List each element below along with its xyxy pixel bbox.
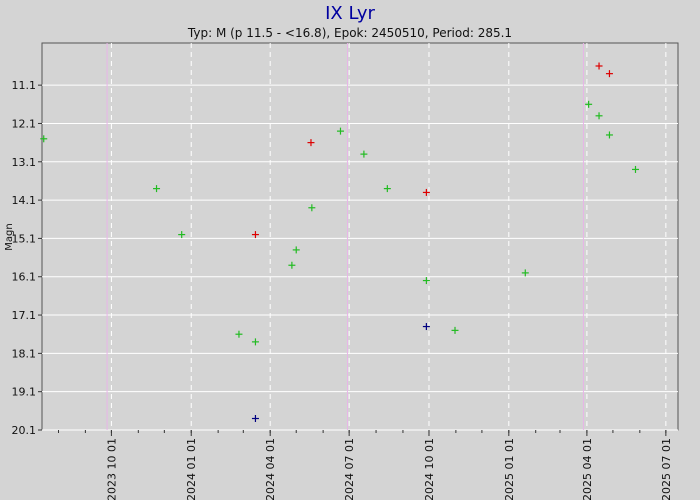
- data-point-green: [308, 204, 316, 212]
- y-tick-label: 20.1: [12, 424, 37, 437]
- data-point-red: [422, 188, 430, 196]
- y-tick-label: 17.1: [12, 309, 37, 322]
- x-tick-label: 2024 10 01: [423, 438, 436, 500]
- data-point-green: [383, 185, 391, 193]
- data-point-green: [251, 338, 259, 346]
- data-point-green: [153, 185, 161, 193]
- data-point-green: [631, 165, 639, 173]
- y-tick-label: 13.1: [12, 156, 37, 169]
- data-point-blue: [422, 323, 430, 331]
- data-point-green: [336, 127, 344, 135]
- data-point-green: [422, 277, 430, 285]
- y-tick-label: 16.1: [12, 271, 37, 284]
- data-point-green: [360, 150, 368, 158]
- data-point-layer: [40, 62, 639, 423]
- data-point-green: [288, 261, 296, 269]
- tick-layer: 11.1 12.1 13.1 14.1 15.1 16.1 17.1 18.1 19.1 20.1…: [12, 79, 673, 500]
- data-point-green: [178, 231, 186, 239]
- data-point-red: [595, 62, 603, 70]
- data-point-green: [605, 131, 613, 139]
- plot-area: [41, 42, 679, 431]
- y-tick-label: 19.1: [12, 386, 37, 399]
- x-tick-label: 2025 01 01: [503, 438, 516, 500]
- data-point-blue: [251, 415, 259, 423]
- data-point-green: [235, 330, 243, 338]
- period-marker-layer: [106, 43, 584, 430]
- x-tick-label: 2024 07 01: [343, 438, 356, 500]
- y-tick-label: 14.1: [12, 194, 37, 207]
- x-tick-label: 2024 01 01: [185, 438, 198, 500]
- x-tick-label: 2025 07 01: [660, 438, 673, 500]
- y-axis-label: Magn: [4, 223, 15, 250]
- data-point-green: [451, 326, 459, 334]
- x-tick-label: 2025 04 01: [581, 438, 594, 500]
- x-tick-label: 2024 04 01: [264, 438, 277, 500]
- data-point-green: [521, 269, 529, 277]
- y-tick-label: 11.1: [12, 79, 37, 92]
- data-point-red: [251, 231, 259, 239]
- grid-layer: [42, 43, 678, 431]
- y-tick-label: 18.1: [12, 347, 37, 360]
- y-tick-label: 12.1: [12, 117, 37, 130]
- data-point-green: [292, 246, 300, 254]
- x-tick-label: 2023 10 01: [105, 438, 118, 500]
- chart-subtitle: Typ: M (p 11.5 - <16.8), Epok: 2450510, …: [187, 26, 512, 40]
- data-point-green: [585, 100, 593, 108]
- data-point-green: [40, 135, 48, 143]
- y-tick-label: 15.1: [12, 232, 37, 245]
- data-point-red: [307, 139, 315, 147]
- data-point-green: [595, 112, 603, 120]
- chart-title: IX Lyr: [325, 3, 375, 24]
- data-point-red: [605, 70, 613, 78]
